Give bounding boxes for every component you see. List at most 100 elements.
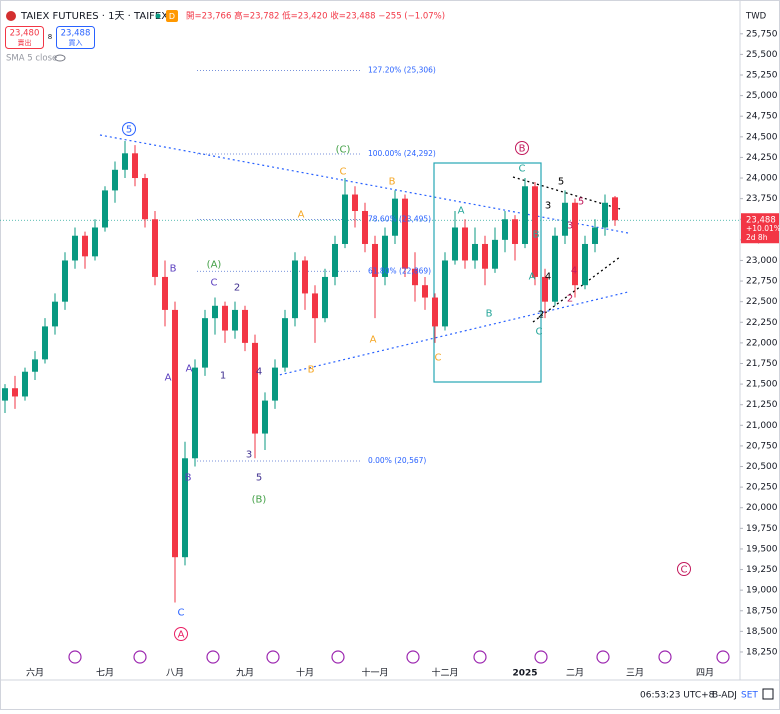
wave-label: 1 [220,371,226,382]
candle-body [32,359,38,372]
adj-toggle[interactable]: B-ADJ [712,691,737,701]
candle-body [462,227,468,261]
wave-label: C [178,608,185,619]
buy-price[interactable]: 23,488 [61,29,91,39]
currency[interactable]: TWD [745,12,767,22]
wave-circle [677,562,691,576]
wave-label: C [340,167,347,178]
event-icon[interactable] [206,650,220,664]
candle-body [552,235,558,302]
candle-body [262,400,268,434]
y-tick-label: 20,750 [746,441,778,451]
y-tick-label: 20,500 [746,462,778,472]
candle-body [442,260,448,327]
wave-label: (C) [336,145,351,156]
buy-button[interactable] [56,26,95,49]
fib-label: 127.20% (25,306) [368,65,436,74]
wave-label: A [458,206,465,217]
event-icon[interactable] [716,650,730,664]
trendline [512,176,621,210]
candle-body [52,301,58,327]
event-icon[interactable] [658,650,672,664]
event-icon[interactable] [406,650,420,664]
candle-body [582,243,588,286]
candle-body [392,198,398,236]
y-tick-label: 19,750 [746,524,778,534]
sell-button[interactable] [5,26,44,49]
wave-label: B [308,365,315,376]
settings-icon[interactable] [762,688,774,700]
fib-label: 78.60% (23,495) [368,215,431,224]
wave-label: (B) [252,495,267,506]
wave-label: A [186,364,193,375]
wave-label: 5 [126,125,132,136]
candle-body [92,227,98,257]
wave-label: C [435,353,442,364]
eye-icon[interactable] [54,54,66,62]
badge: D [169,12,175,21]
y-tick-label: 18,750 [746,606,778,616]
x-tick-label: 2025 [512,669,537,679]
last-price-countdown: 2d 8h [746,233,768,242]
wave-label: 3 [545,201,551,212]
wave-label: 5 [558,177,564,188]
y-tick-label: 22,500 [746,297,778,307]
x-tick-label: 十二月 [431,667,458,679]
event-icon[interactable] [68,650,82,664]
trendline [532,256,621,323]
candle-body [62,260,68,302]
event-icon[interactable] [534,650,548,664]
event-icon[interactable] [133,650,147,664]
x-tick-label: 六月 [26,667,44,679]
candle-body [612,197,618,221]
x-tick-label: 九月 [236,668,254,679]
event-icon[interactable] [473,650,487,664]
session-toggle[interactable]: SET [741,691,758,701]
wave-label: 2 [538,310,544,321]
candle-body [402,198,408,269]
y-tick-label: 18,500 [746,627,778,637]
ohlc: 開=23,766 高=23,782 低=23,420 收=23,488 −255… [186,11,445,22]
wave-label: B [486,309,493,320]
sell-label[interactable]: 賣出 [18,38,32,47]
wave-label: A [165,373,172,384]
buy-label[interactable]: 買入 [69,39,83,47]
wave-label: 4 [545,272,551,283]
wave-circle [174,627,188,641]
wave-circle [515,141,529,155]
candle-body [162,276,168,310]
sell-price[interactable]: 23,480 [10,29,40,39]
candle-body [382,235,388,277]
candle-body [82,235,88,257]
wave-label: 2 [567,294,573,305]
wave-label: 3 [246,450,252,461]
x-tick-label: 四月 [696,668,714,679]
wave-label: 5 [578,197,584,208]
candle-body [512,219,518,244]
wave-label: A [298,210,305,221]
drawings [99,134,629,383]
last-price-box [741,213,779,244]
y-tick-label: 24,250 [746,153,778,163]
wave-label: 3 [567,221,573,232]
trendline [274,291,629,377]
event-icon[interactable] [266,650,280,664]
candle-body [72,235,78,261]
x-tick-label: 十一月 [361,667,388,679]
wave-label: B [389,177,396,188]
candles [0,69,740,603]
candle-body [272,367,278,401]
candle-body [172,309,178,558]
wave-label: 2 [234,283,240,294]
event-icon[interactable] [331,650,345,664]
symbol: TAIEX FUTURES · 1天 · TAIFEX [20,11,168,22]
candle-body [182,458,188,558]
candle-body [592,227,598,244]
indicator[interactable]: SMA 5 close [6,54,57,64]
y-tick-label: 19,250 [746,565,778,575]
range-box [433,162,542,383]
y-tick-label: 21,500 [746,380,778,390]
candle-body [502,219,508,240]
event-icon[interactable] [596,650,610,664]
